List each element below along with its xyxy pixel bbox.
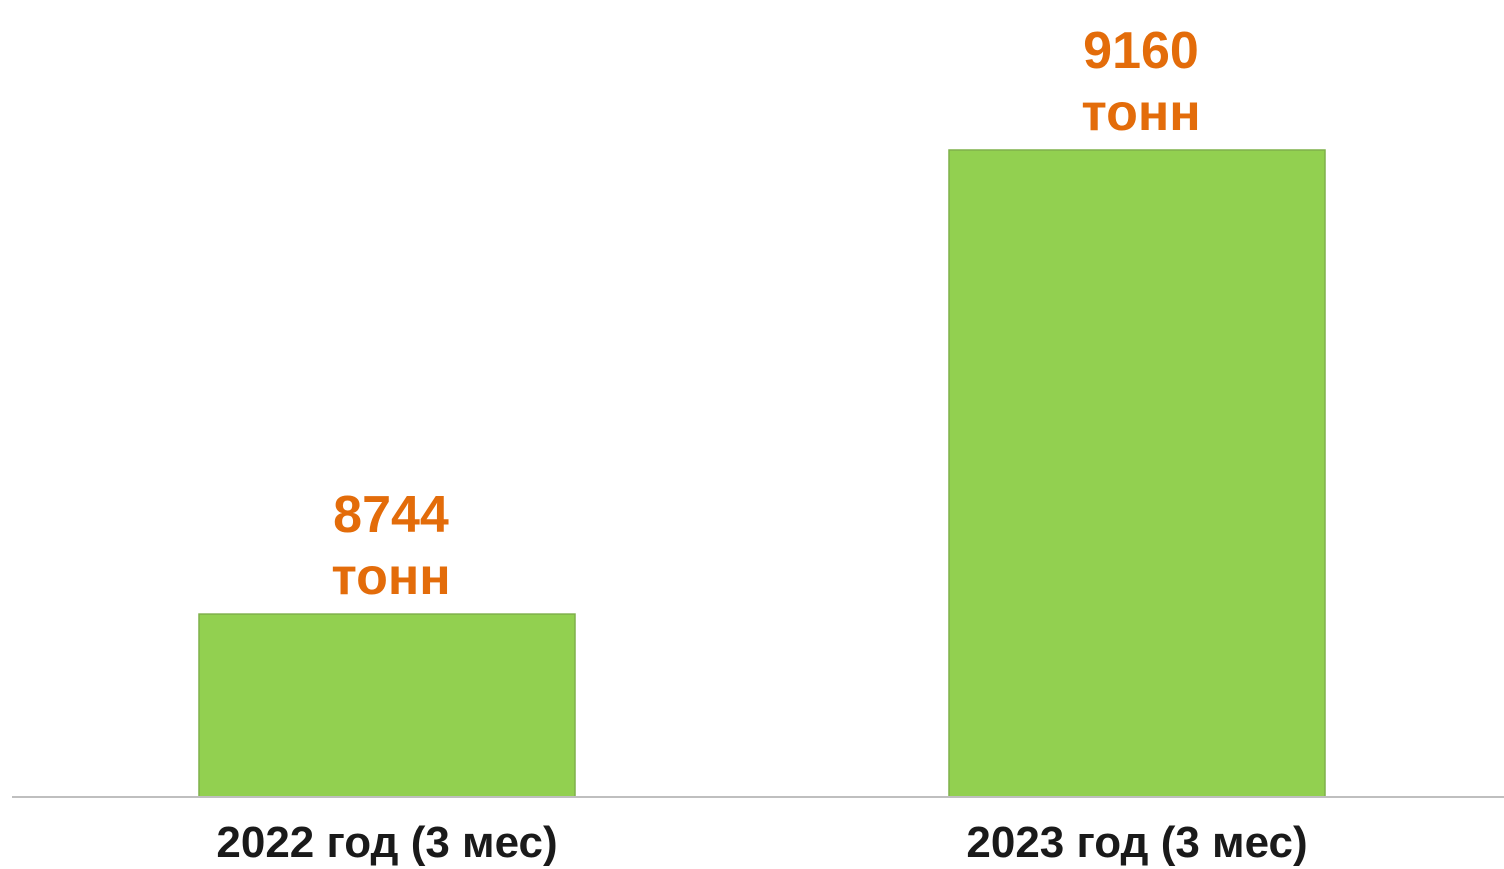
bars-group: [198, 149, 1326, 798]
category-label-1: 2023 год (3 мес): [966, 818, 1307, 867]
value-label-0: 8744: [333, 486, 449, 544]
value-label-1: 9160: [1083, 22, 1199, 80]
bar-0: [198, 613, 576, 798]
bar-1: [948, 149, 1326, 798]
category-label-0: 2022 год (3 мес): [216, 818, 557, 867]
unit-label-0: тонн: [331, 548, 450, 606]
unit-label-1: тонн: [1081, 84, 1200, 142]
